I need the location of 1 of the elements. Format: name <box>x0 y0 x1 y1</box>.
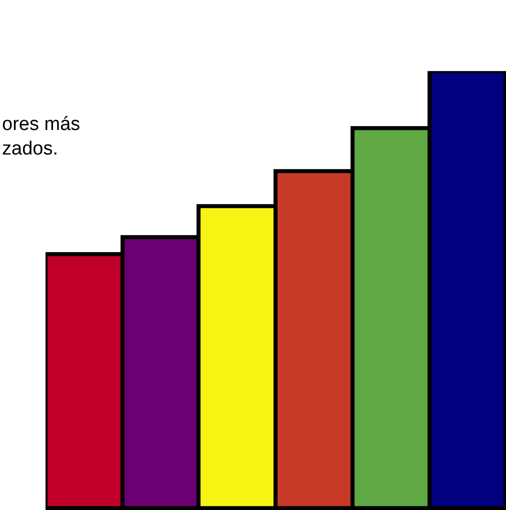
annotation: ores más zados. <box>2 114 80 160</box>
